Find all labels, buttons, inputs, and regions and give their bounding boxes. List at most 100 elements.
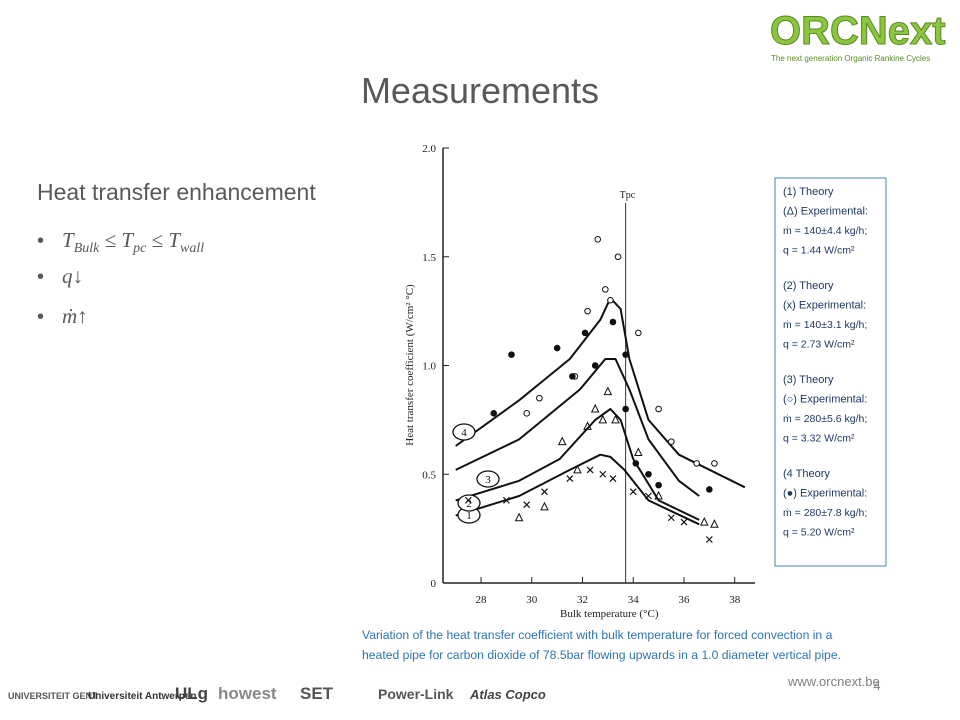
triangle-point xyxy=(540,501,549,511)
bullet-dot: • xyxy=(37,306,44,328)
circle-filled-point xyxy=(632,460,640,467)
x-tick-label: 32 xyxy=(577,594,588,606)
caption-line: Variation of the heat transfer coefficie… xyxy=(362,628,833,642)
x-point xyxy=(523,501,531,509)
url: www.orcnext.be xyxy=(787,674,880,689)
circle-filled-point xyxy=(645,470,652,478)
x-point xyxy=(629,488,637,496)
theory-curve xyxy=(455,297,746,489)
triangle-point xyxy=(557,436,567,446)
triangle-point xyxy=(634,447,643,456)
y-tick-label: 0.5 xyxy=(422,469,436,481)
bullet-math: ṁ↑ xyxy=(62,304,88,328)
legend-line: ṁ = 140±4.4 kg/h; xyxy=(783,225,867,237)
circle-filled-point xyxy=(706,486,713,493)
legend-line: q = 1.44 W/cm² xyxy=(783,245,855,257)
x-point xyxy=(667,514,675,522)
bullet-math: TBulk​ ≤ Tpc​ ≤ Twall​ xyxy=(62,228,204,256)
x-point xyxy=(586,466,594,474)
circle-open-point xyxy=(667,438,675,445)
y-tick-label: 1.5 xyxy=(422,252,436,264)
curve-label-circle xyxy=(476,470,500,488)
legend-line: ṁ = 280±7.8 kg/h; xyxy=(783,507,867,519)
legend-line: (3) Theory xyxy=(783,374,834,386)
math-term: ↓ xyxy=(73,264,84,288)
theory-curve xyxy=(455,408,700,521)
slide-title: Measurements xyxy=(361,70,599,111)
legend-line: ṁ = 280±5.6 kg/h; xyxy=(783,413,867,425)
legend-line: ṁ = 140±3.1 kg/h; xyxy=(783,319,867,331)
x-point xyxy=(566,475,574,483)
math-subscript: wall xyxy=(180,241,204,256)
circle-filled-point xyxy=(581,329,589,337)
bullet-dot: • xyxy=(37,230,44,252)
x-tick-label: 38 xyxy=(729,594,741,606)
math-subscript: Bulk xyxy=(74,241,100,256)
triangle-point xyxy=(611,414,620,424)
legend-line: (4 Theory xyxy=(783,468,830,480)
legend-line: (Δ) Experimental: xyxy=(783,206,868,218)
curve-label: 3 xyxy=(485,474,491,486)
triangle-point xyxy=(654,490,663,500)
y-tick-label: 1.0 xyxy=(422,361,436,373)
legend-line: (●) Experimental: xyxy=(783,488,867,500)
partner-logo: Universiteit Antwerpen xyxy=(88,691,197,702)
math-subscript: pc xyxy=(132,241,147,256)
circle-open-point xyxy=(635,329,642,337)
circle-open-point xyxy=(523,410,531,417)
curve-label: 1 xyxy=(466,510,472,522)
legend-line: (2) Theory xyxy=(783,280,834,292)
legend-line: q = 2.73 W/cm² xyxy=(783,339,855,351)
math-term: T xyxy=(121,228,134,252)
circle-open-point xyxy=(711,460,718,467)
x-tick-label: 36 xyxy=(678,594,690,606)
circle-filled-point xyxy=(622,351,629,358)
math-term: T xyxy=(62,228,75,252)
circle-open-point xyxy=(536,394,543,402)
x-tick-label: 28 xyxy=(476,594,488,606)
partner-logo: UNIVERSITEIT GENT xyxy=(8,691,98,701)
curve-label-circle xyxy=(457,494,481,512)
curve-label: 4 xyxy=(461,427,467,439)
partner-logo: howest xyxy=(218,684,277,703)
legend-line: (x) Experimental: xyxy=(783,300,866,312)
theory-curve xyxy=(455,453,700,526)
x-point xyxy=(464,496,472,504)
triangle-point xyxy=(710,519,719,528)
triangle-point xyxy=(590,403,600,413)
caption-line: heated pipe for carbon dioxide of 78.5ba… xyxy=(362,648,841,662)
y-tick-label: 2.0 xyxy=(422,143,436,155)
legend-line: q = 5.20 W/cm² xyxy=(783,527,855,539)
circle-filled-point xyxy=(622,405,629,413)
legend-line: (○) Experimental: xyxy=(783,394,867,406)
circle-filled-point xyxy=(508,351,515,358)
logo-tagline: The next generation Organic Rankine Cycl… xyxy=(771,54,930,63)
theory-curve xyxy=(455,358,700,497)
circle-open-point xyxy=(602,286,609,293)
curve-label-circle xyxy=(452,423,476,441)
circle-filled-point xyxy=(490,410,498,417)
math-term: ↑ xyxy=(77,304,88,328)
partner-logo: SET xyxy=(300,684,334,703)
logo-name: ORCNext xyxy=(770,9,946,53)
triangle-point xyxy=(514,512,524,522)
x-point xyxy=(645,492,652,500)
circle-open-point xyxy=(655,405,662,413)
x-tick-label: 30 xyxy=(526,594,538,606)
x-point xyxy=(599,470,607,478)
triangle-point xyxy=(598,414,608,424)
circle-open-point xyxy=(607,296,614,304)
circle-filled-point xyxy=(609,318,617,326)
x-tick-label: 34 xyxy=(628,594,640,606)
circle-filled-point xyxy=(553,344,561,352)
math-term: q xyxy=(62,264,73,288)
math-term: ≤ xyxy=(146,228,168,252)
circle-filled-point xyxy=(655,481,662,489)
circle-open-point xyxy=(693,460,700,467)
x-point xyxy=(502,496,510,504)
x-point xyxy=(541,488,548,496)
x-point xyxy=(680,518,688,526)
bullet-dot: • xyxy=(37,266,44,288)
legend-line: (1) Theory xyxy=(783,186,834,198)
y-tick-label: 0 xyxy=(431,578,437,590)
